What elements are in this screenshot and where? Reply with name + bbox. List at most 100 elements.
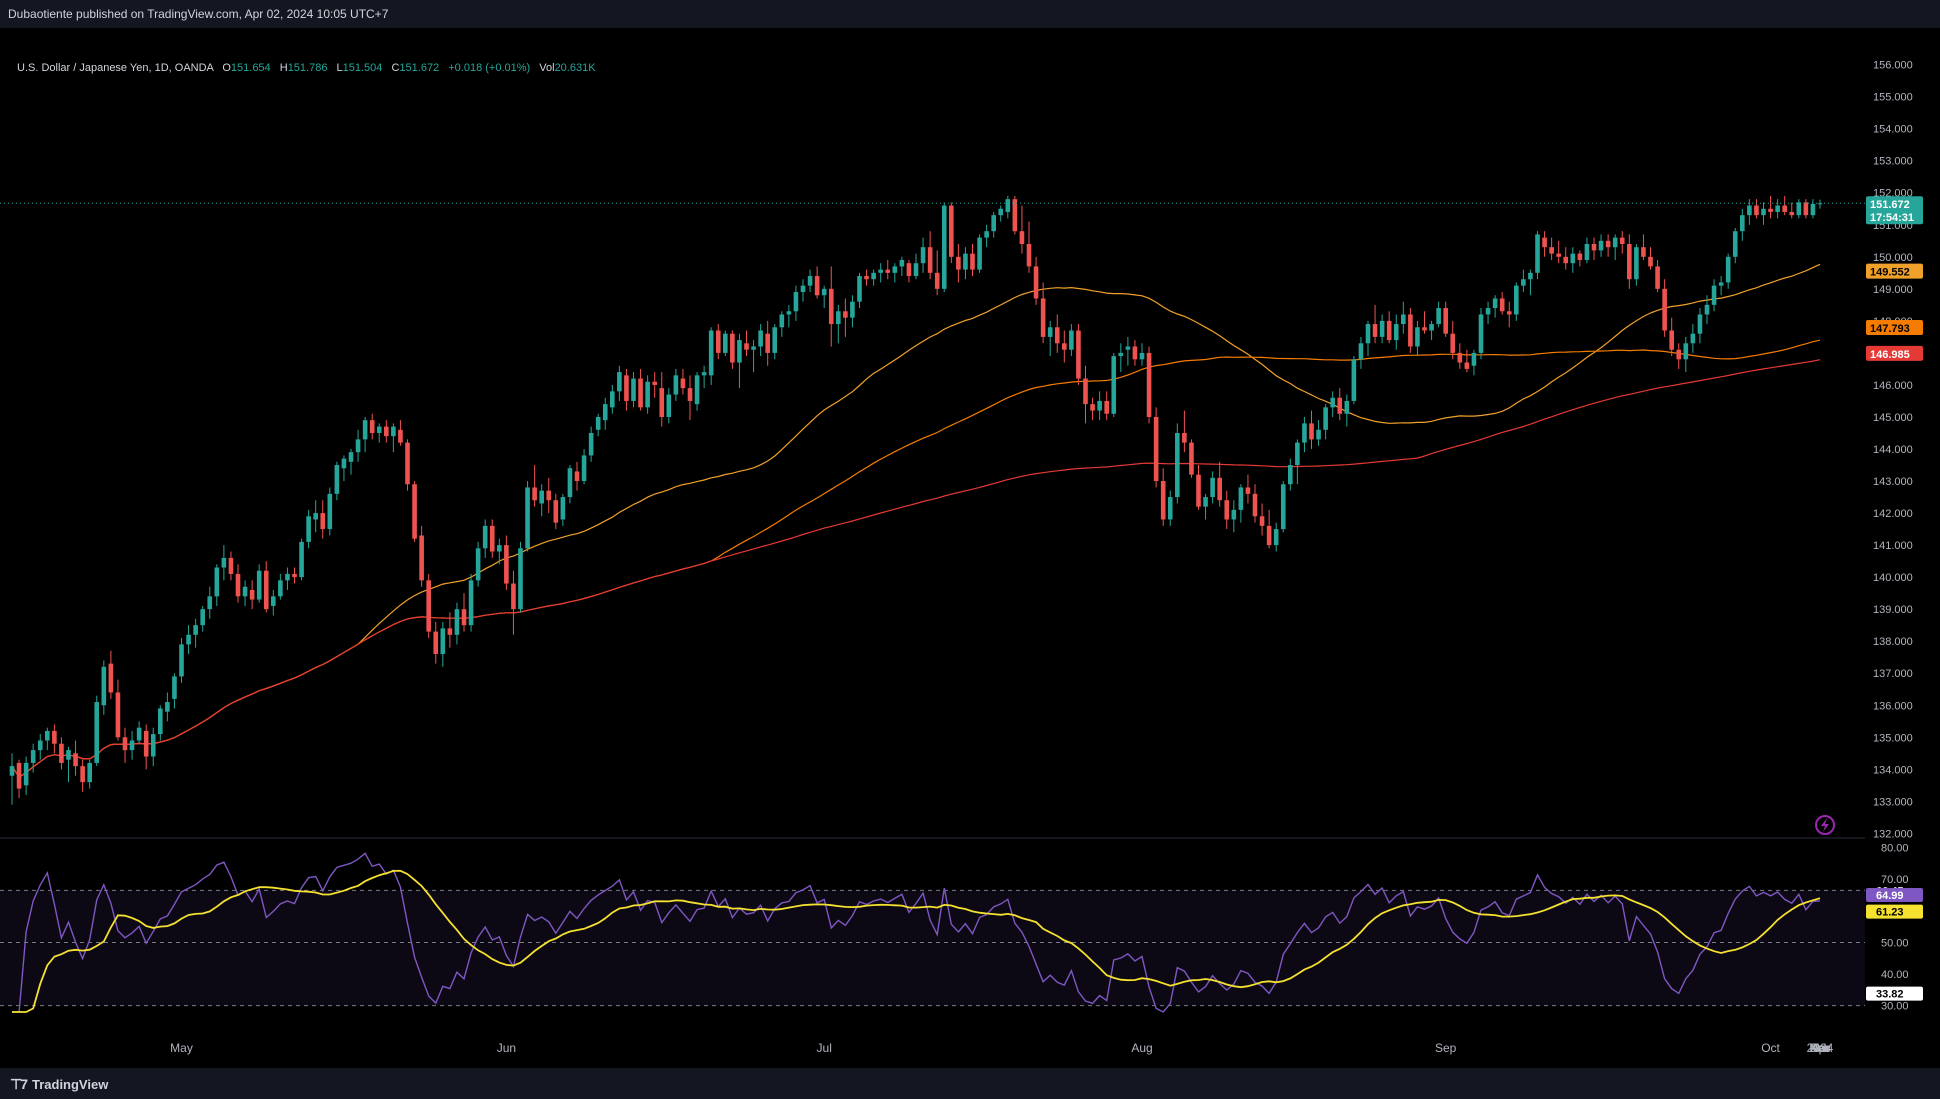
candle[interactable] [1641,234,1646,261]
candle[interactable] [1132,340,1138,366]
candle[interactable] [1485,301,1491,325]
candle[interactable] [581,449,587,485]
candle[interactable] [115,679,121,741]
candle[interactable] [645,375,650,414]
candle[interactable] [313,500,318,533]
candle[interactable] [1295,439,1300,485]
candle[interactable] [1245,474,1251,504]
candle[interactable] [1019,205,1025,254]
candle[interactable] [1492,295,1498,318]
candle[interactable] [1337,388,1343,421]
candle[interactable] [723,330,728,357]
candle[interactable] [256,564,262,603]
candle[interactable] [193,618,198,648]
candle[interactable] [158,705,163,741]
candle[interactable] [1528,269,1533,296]
candle[interactable] [1175,423,1180,504]
candle[interactable] [1605,234,1611,257]
candle[interactable] [1062,330,1067,363]
candle[interactable] [94,695,100,767]
candle[interactable] [271,589,276,616]
candle[interactable] [129,730,135,760]
candle[interactable] [772,324,778,360]
candle[interactable] [574,461,580,491]
candle[interactable] [1761,202,1766,225]
candle[interactable] [355,429,361,462]
candle[interactable] [66,746,71,783]
candle[interactable] [1732,227,1738,264]
candle[interactable] [1683,336,1689,373]
candle[interactable] [885,260,891,280]
candle[interactable] [1535,231,1540,280]
candle[interactable] [1563,247,1569,270]
candle[interactable] [221,545,227,581]
candle[interactable] [906,260,912,283]
candle[interactable] [1549,237,1554,261]
candle[interactable] [963,247,968,280]
candle[interactable] [786,304,792,328]
candle[interactable] [1718,276,1724,296]
candle[interactable] [1803,199,1809,219]
candle[interactable] [814,266,820,299]
candle[interactable] [659,372,665,427]
candle[interactable] [1725,253,1731,289]
candle[interactable] [1690,324,1696,353]
candle[interactable] [1118,343,1124,373]
candle[interactable] [299,538,304,581]
candle[interactable] [617,365,622,401]
candle[interactable] [807,269,813,293]
candle[interactable] [871,269,876,286]
candle[interactable] [214,564,220,606]
candle[interactable] [426,573,431,638]
candle[interactable] [956,243,961,283]
candle[interactable] [1153,407,1159,488]
candle[interactable] [1556,240,1561,264]
candle[interactable] [758,324,763,357]
candle[interactable] [1612,234,1618,261]
candle[interactable] [122,727,128,763]
candle[interactable] [1577,250,1583,267]
candle[interactable] [391,423,396,453]
candle[interactable] [765,320,770,366]
candle[interactable] [9,753,15,805]
candle[interactable] [1415,320,1420,357]
candle[interactable] [602,397,608,430]
candle[interactable] [984,224,989,248]
candle[interactable] [1542,231,1547,257]
candle[interactable] [263,561,269,613]
candle[interactable] [934,250,940,296]
candle[interactable] [30,743,36,773]
candle[interactable] [405,439,410,491]
candle[interactable] [687,375,693,421]
candle[interactable] [1401,301,1406,334]
candle[interactable] [73,740,78,776]
candle[interactable] [1506,301,1512,328]
candle[interactable] [1266,509,1272,549]
candle[interactable] [1167,490,1173,526]
candle[interactable] [1005,195,1011,219]
candle[interactable] [369,413,375,440]
candle[interactable] [610,384,615,414]
candle[interactable] [1627,234,1632,289]
candle[interactable] [1365,320,1371,357]
candle[interactable] [1436,301,1441,328]
candle[interactable] [1196,465,1201,510]
candle[interactable] [1344,394,1350,427]
candle[interactable] [941,202,947,293]
candle[interactable] [249,580,255,610]
candle[interactable] [1408,308,1413,353]
candle[interactable] [560,493,566,526]
candle[interactable] [850,295,855,328]
candle[interactable] [843,298,848,337]
candle[interactable] [857,272,862,309]
candle[interactable] [1591,237,1597,261]
candle[interactable] [1358,336,1364,369]
candle[interactable] [348,449,354,475]
candle[interactable] [440,621,446,667]
candle[interactable] [1450,320,1456,360]
candle[interactable] [475,541,481,587]
candle[interactable] [136,721,142,744]
candle[interactable] [341,455,347,482]
candle[interactable] [1273,522,1279,552]
candle[interactable] [87,759,92,789]
